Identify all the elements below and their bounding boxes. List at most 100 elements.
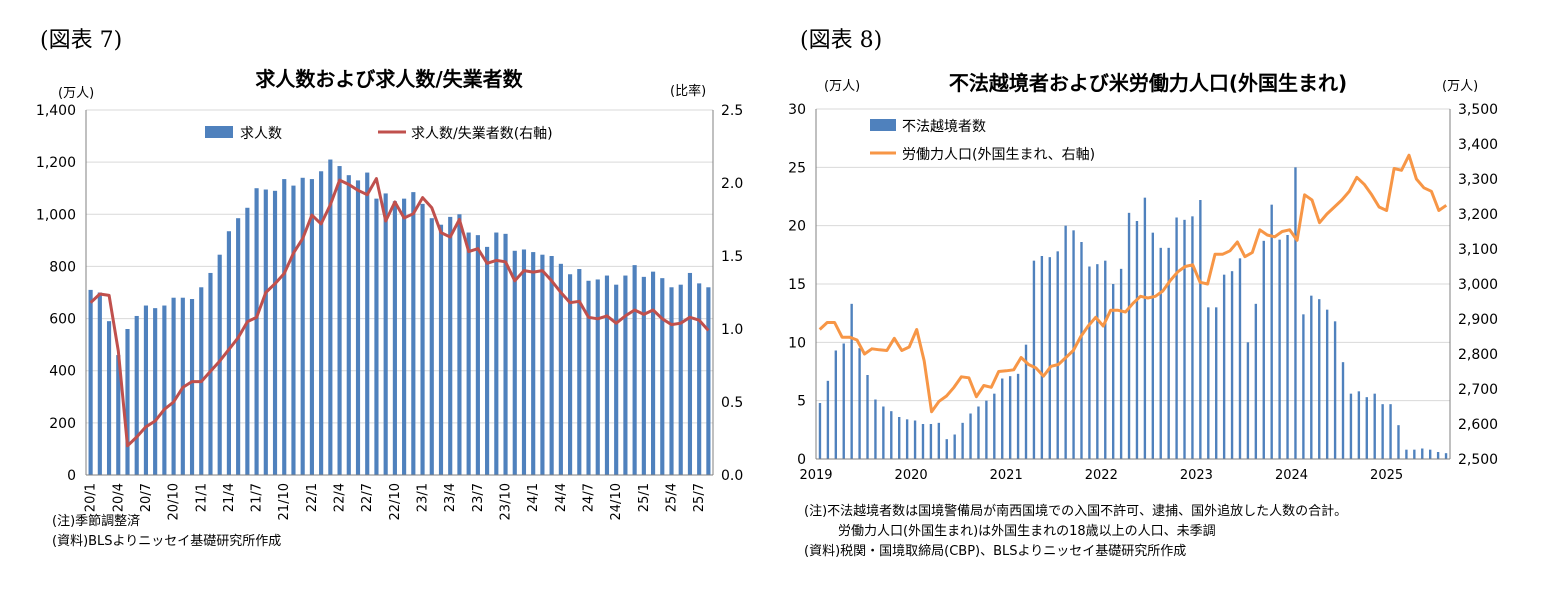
x-tick-label: 2019: [799, 468, 832, 483]
bar: [429, 218, 434, 476]
bar: [162, 305, 167, 475]
y2-tick-label: 1.5: [721, 249, 743, 265]
x-tick-label: 20/1: [84, 483, 99, 512]
x-tick-label: 21/1: [194, 483, 209, 512]
bar: [189, 299, 195, 475]
x-tick-label: 2024: [1275, 468, 1308, 483]
bar: [1230, 271, 1234, 459]
bar: [540, 254, 545, 475]
bar: [818, 403, 822, 459]
bar: [88, 289, 93, 475]
x-tick-label: 23/1: [416, 483, 431, 512]
y2-tick-label: 2,900: [1458, 312, 1498, 328]
bar: [1421, 448, 1424, 459]
bar: [898, 417, 901, 459]
y-tick-label: 0: [797, 452, 806, 468]
y-tick-label: 0: [67, 468, 76, 484]
bar: [1032, 260, 1036, 459]
bar: [842, 343, 845, 459]
y2-tick-label: 3,100: [1458, 242, 1498, 258]
bar: [1096, 264, 1099, 459]
y-tick-label: 5: [797, 394, 806, 410]
bar: [577, 269, 582, 475]
x-tick-label: 25/4: [665, 483, 680, 512]
bar: [153, 308, 158, 475]
y-tick-label: 600: [49, 312, 76, 328]
bar: [834, 350, 838, 459]
y-tick-label: 20: [788, 219, 806, 235]
bar: [1056, 251, 1059, 459]
bar: [217, 254, 222, 475]
bar: [1302, 314, 1305, 459]
bar: [614, 284, 619, 475]
x-tick-label: 22/7: [360, 483, 375, 512]
bar: [1001, 378, 1004, 459]
bar: [245, 207, 250, 475]
bar: [1159, 247, 1162, 459]
x-tick-label: 2020: [895, 468, 928, 483]
bar: [1222, 274, 1226, 459]
bar: [1294, 167, 1297, 460]
bar: [1199, 200, 1202, 459]
bar: [1167, 247, 1170, 459]
bar: [1135, 221, 1139, 459]
bar: [337, 166, 342, 475]
x-tick-label: 24/7: [582, 483, 597, 512]
bar: [706, 287, 711, 475]
x-tick-label: 2021: [990, 468, 1023, 483]
figure-8-panel: (図表 8) 不法越境者および米労働力人口(外国生まれ) (万人) (万人) 不法越境…: [770, 0, 1545, 607]
bar: [392, 201, 397, 475]
y2-tick-label: 2,600: [1458, 417, 1498, 433]
chart-8: 不法越境者および米労働力人口(外国生まれ) (万人) (万人) 不法越境者数労働力人口…: [788, 71, 1498, 483]
bar: [568, 274, 573, 475]
bar: [1436, 452, 1440, 459]
bar: [921, 424, 925, 459]
x-tick-label: 2022: [1085, 468, 1118, 483]
bar: [1397, 425, 1400, 459]
y-tick-label: 400: [49, 364, 76, 380]
bar: [641, 276, 646, 475]
bar: [890, 411, 893, 459]
bar: [125, 329, 130, 475]
bar: [586, 280, 591, 475]
legend-swatch-bars: [205, 126, 233, 138]
bar: [1365, 397, 1368, 459]
y-tick-label: 30: [788, 102, 806, 118]
bar: [1310, 295, 1313, 459]
bar: [905, 419, 909, 459]
bar: [660, 278, 665, 475]
y-tick-label: 1,400: [36, 103, 76, 119]
y-tick-label: 10: [788, 335, 806, 351]
bar: [953, 434, 956, 459]
y2-tick-label: 3,500: [1458, 102, 1498, 118]
bar: [1016, 373, 1020, 459]
bar: [1325, 309, 1329, 459]
x-tick-label: 25/1: [637, 483, 652, 512]
y2-axis-unit: (比率): [670, 83, 706, 99]
bar: [448, 216, 453, 475]
y2-tick-label: 2.0: [721, 176, 743, 192]
chart-title: 不法越境者および米労働力人口(外国生まれ): [949, 71, 1347, 95]
bar: [993, 393, 996, 459]
x-tick-label: 20/4: [111, 483, 126, 512]
bar: [1254, 303, 1258, 459]
bar: [328, 159, 333, 476]
chart-7: 求人数および求人数/失業者数 (万人) (比率) 求人数 求人数/失業者数(右軸) 0 20…: [36, 67, 743, 520]
bar: [858, 348, 861, 459]
y2-tick-label: 2,800: [1458, 347, 1498, 363]
bar: [1373, 393, 1376, 459]
bar: [420, 203, 425, 475]
bar: [977, 406, 980, 459]
bar: [1357, 391, 1361, 459]
bar: [1333, 321, 1337, 459]
y-tick-label: 15: [788, 277, 806, 293]
figure-7-panel: (図表 7) 求人数および求人数/失業者数 (万人) (比率) 求人数 求人数/失業者数…: [0, 0, 770, 607]
bar: [503, 233, 508, 475]
legend-label-bars: 求人数: [240, 126, 282, 142]
bar: [1143, 197, 1147, 459]
bar: [1104, 260, 1107, 459]
bar: [632, 265, 637, 475]
y-tick-label: 1,000: [36, 207, 76, 223]
y2-tick-label: 3,400: [1458, 137, 1498, 153]
bar: [650, 271, 656, 475]
